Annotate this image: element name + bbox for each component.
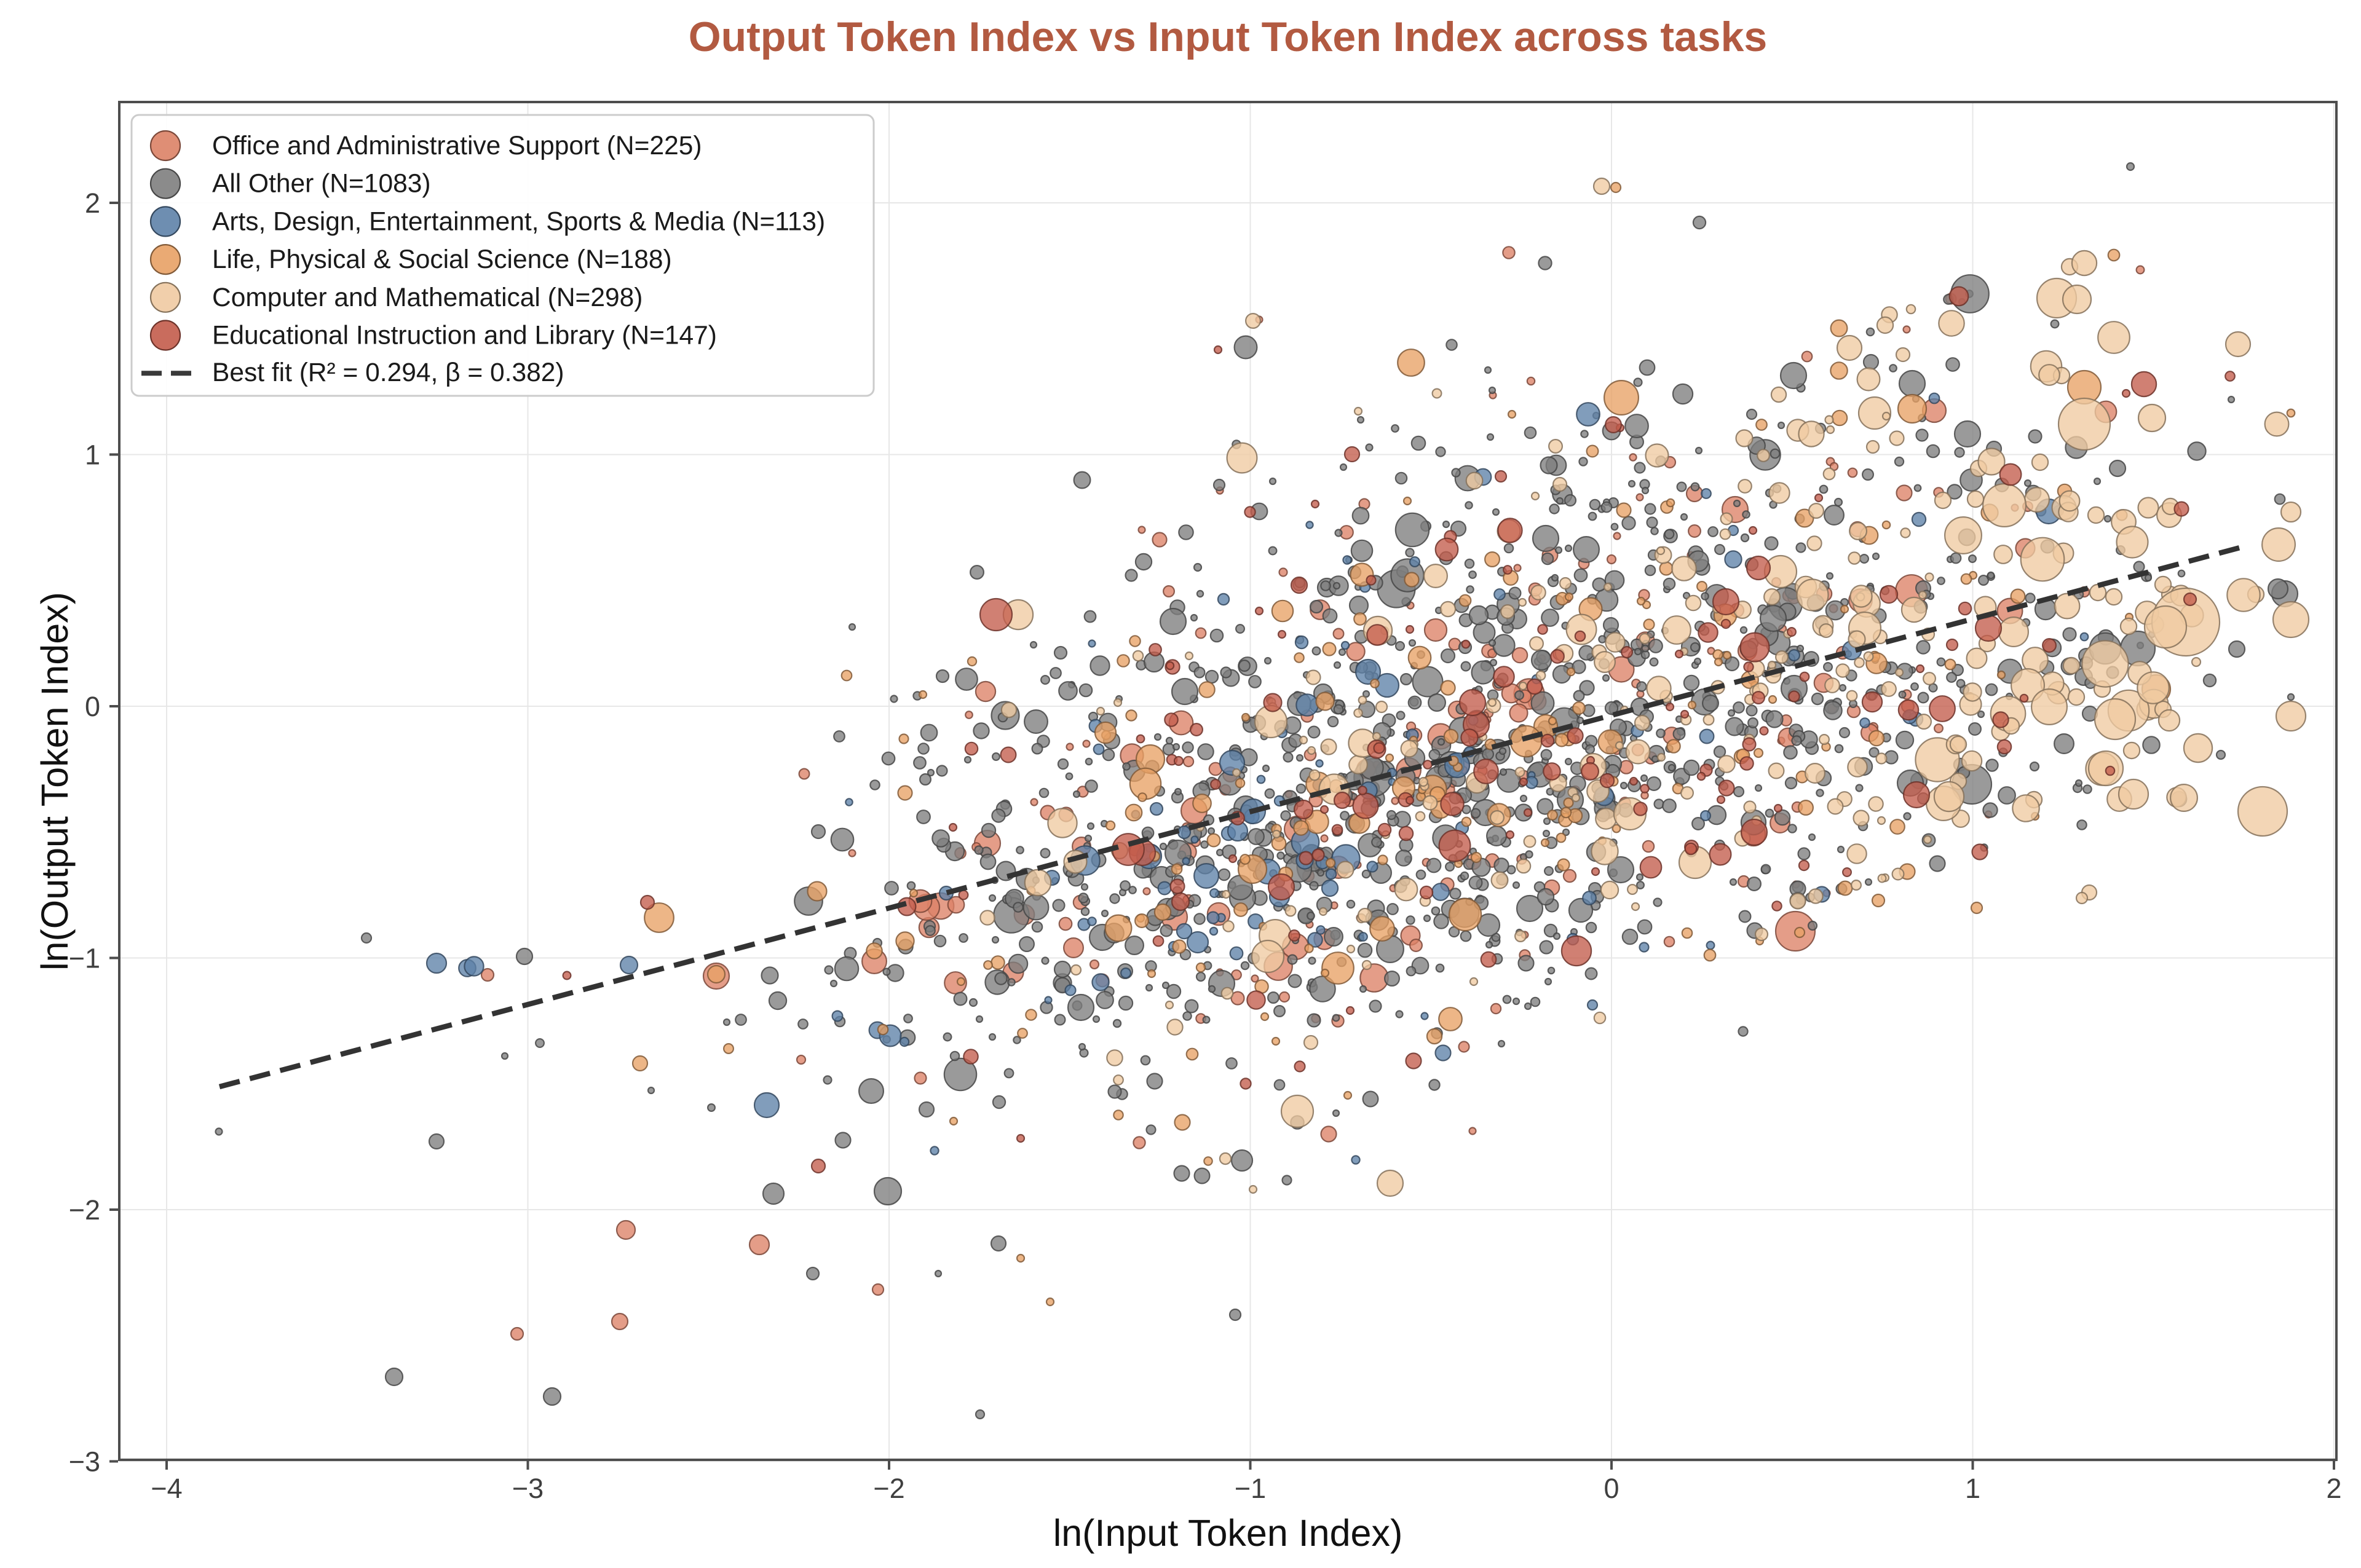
- svg-text:2: 2: [85, 187, 100, 219]
- svg-text:−2: −2: [873, 1473, 904, 1504]
- svg-text:−1: −1: [69, 943, 100, 974]
- svg-text:1: 1: [85, 439, 100, 471]
- svg-text:Best fit (R² = 0.294, β = 0.38: Best fit (R² = 0.294, β = 0.382): [212, 358, 564, 387]
- svg-text:ln(Input Token Index): ln(Input Token Index): [1053, 1512, 1403, 1554]
- svg-text:Computer and Mathematical (N=2: Computer and Mathematical (N=298): [212, 283, 643, 312]
- svg-text:−1: −1: [1235, 1473, 1266, 1504]
- svg-text:0: 0: [1604, 1473, 1619, 1504]
- svg-text:Arts, Design, Entertainment, S: Arts, Design, Entertainment, Sports & Me…: [212, 207, 825, 236]
- svg-text:2: 2: [2326, 1473, 2341, 1504]
- svg-text:0: 0: [85, 691, 100, 722]
- svg-text:ln(Output Token Index): ln(Output Token Index): [34, 592, 76, 971]
- svg-text:Educational Instruction and Li: Educational Instruction and Library (N=1…: [212, 321, 717, 350]
- svg-text:1: 1: [1965, 1473, 1980, 1504]
- svg-text:−4: −4: [151, 1473, 182, 1504]
- svg-text:All Other (N=1083): All Other (N=1083): [212, 170, 431, 199]
- svg-text:Office and Administrative Supp: Office and Administrative Support (N=225…: [212, 132, 702, 160]
- svg-text:−2: −2: [69, 1194, 100, 1226]
- svg-text:Output Token Index vs Input To: Output Token Index vs Input Token Index …: [689, 14, 1768, 60]
- svg-text:Life, Physical & Social Scienc: Life, Physical & Social Science (N=188): [212, 245, 672, 274]
- svg-text:−3: −3: [69, 1446, 100, 1478]
- svg-text:−3: −3: [512, 1473, 544, 1504]
